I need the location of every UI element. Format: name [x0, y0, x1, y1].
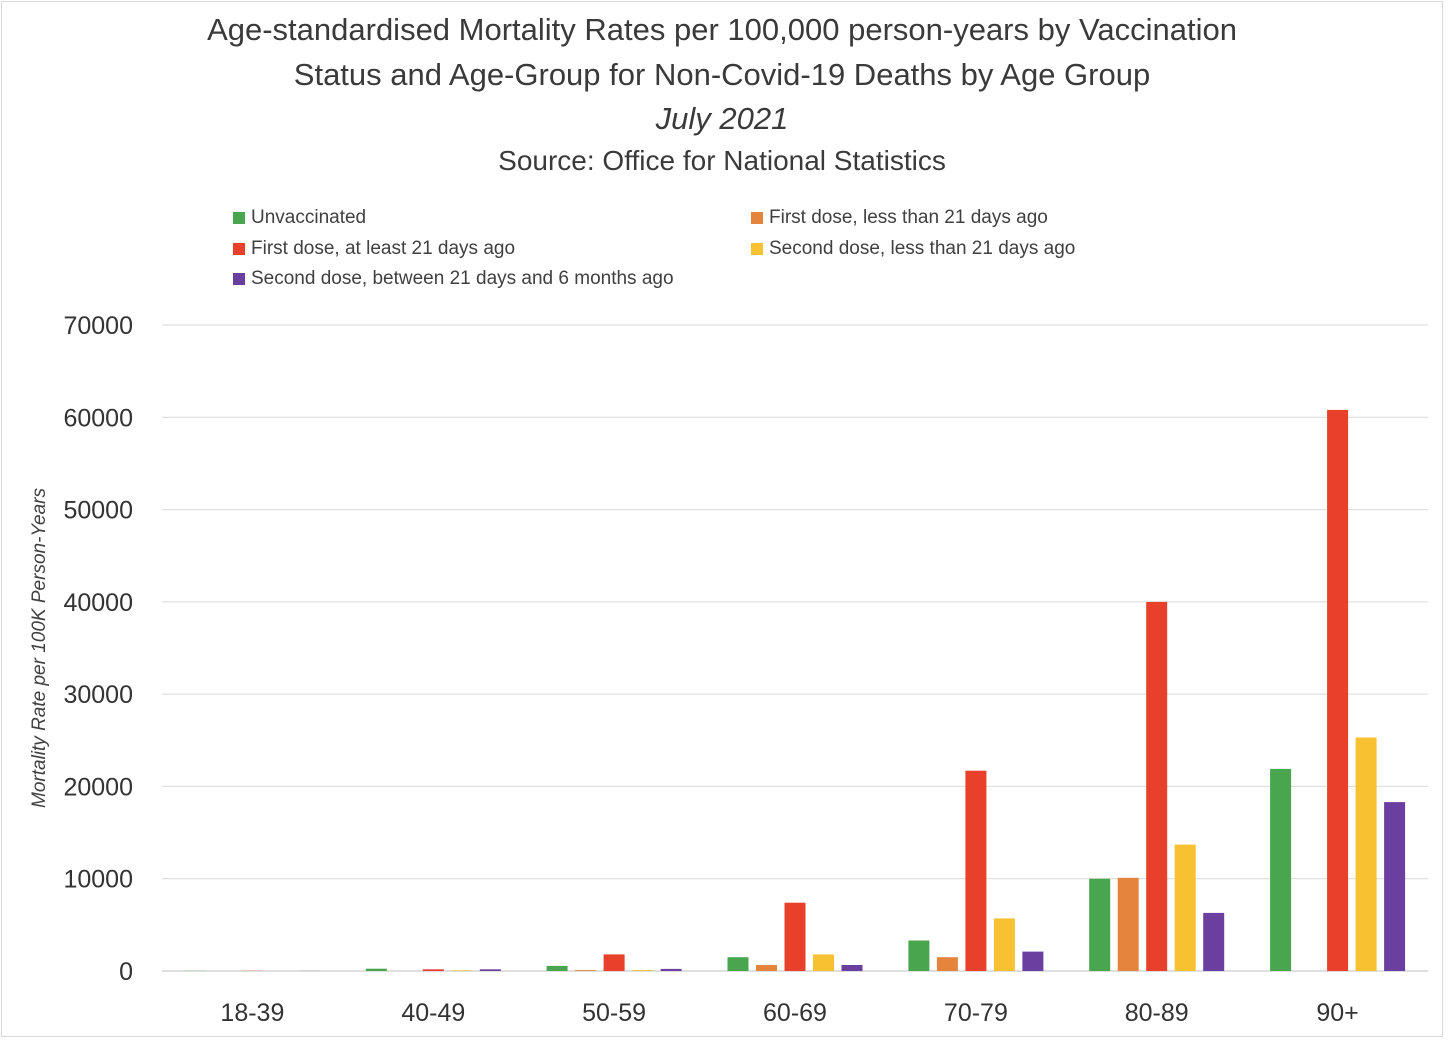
y-tick-label: 40000 — [63, 589, 133, 617]
legend-swatch — [233, 243, 245, 255]
legend-item-unvaccinated: Unvaccinated — [233, 207, 366, 229]
y-tick-label: 10000 — [63, 866, 133, 894]
x-tick-label: 40-49 — [401, 999, 465, 1027]
x-tick-label: 80-89 — [1125, 999, 1189, 1027]
bar — [575, 970, 597, 971]
bar — [422, 969, 444, 971]
legend-label: Second dose, less than 21 days ago — [769, 238, 1076, 259]
legend-item-first-dose-21-days: First dose, at least 21 days ago — [233, 238, 515, 260]
bar — [1355, 737, 1377, 971]
legend-swatch — [751, 212, 763, 224]
legend-label: First dose, at least 21 days ago — [251, 238, 516, 259]
bar — [603, 954, 625, 971]
bar — [1022, 951, 1044, 971]
bar — [1327, 409, 1349, 971]
bar — [965, 770, 987, 971]
legend-swatch — [233, 273, 245, 285]
bar — [1203, 912, 1225, 971]
legend-label: First dose, less than 21 days ago — [769, 207, 1048, 228]
bar — [813, 954, 834, 971]
chart-source: Source: Office for National Statistics — [498, 145, 946, 176]
bar — [365, 968, 387, 971]
legend-item-first-dose-recent: First dose, less than 21 days ago — [751, 207, 1048, 229]
x-axis-ticks: 18-39 40-49 50-59 60-69 70-79 80-89 90+ — [220, 999, 1358, 1027]
bar — [841, 965, 863, 971]
y-axis-label: Mortality Rate per 100K Person-Years — [29, 488, 50, 808]
bar — [993, 918, 1015, 971]
chart-subtitle: July 2021 — [655, 101, 789, 136]
x-tick-label: 50-59 — [582, 999, 646, 1027]
legend-item-second-dose-6-months: Second dose, between 21 days and 6 month… — [233, 268, 674, 290]
chart-frame — [1, 1, 1443, 1037]
bar — [632, 970, 654, 971]
bar — [936, 957, 958, 971]
y-tick-label: 0 — [119, 958, 133, 986]
bar — [784, 902, 806, 971]
x-tick-label: 60-69 — [763, 999, 827, 1027]
bar — [908, 940, 930, 971]
chart-title: Age-standardised Mortality Rates per 100… — [207, 12, 1237, 47]
bar — [756, 965, 777, 971]
x-tick-label: 90+ — [1316, 999, 1358, 1027]
y-axis-ticks: 0 10000 20000 30000 40000 50000 60000 70000 — [63, 312, 133, 986]
bar — [1270, 768, 1292, 971]
bar — [727, 957, 749, 971]
x-tick-label: 18-39 — [220, 999, 284, 1027]
bar — [451, 970, 473, 971]
gridlines — [162, 324, 1428, 972]
y-tick-label: 60000 — [63, 404, 133, 432]
x-tick-label: 70-79 — [944, 999, 1008, 1027]
chart-title-line2: Status and Age-Group for Non-Covid-19 De… — [293, 57, 1151, 92]
bar — [660, 968, 682, 971]
y-tick-label: 70000 — [63, 312, 133, 340]
bar — [1117, 877, 1139, 971]
bar — [1089, 878, 1111, 971]
legend-label: Unvaccinated — [251, 207, 367, 228]
bar — [479, 969, 501, 971]
bars — [184, 409, 1406, 971]
legend-swatch — [233, 212, 245, 224]
y-tick-label: 30000 — [63, 681, 133, 709]
bar — [546, 965, 568, 971]
bar — [1146, 601, 1168, 971]
legend-label: Second dose, between 21 days and 6 month… — [251, 268, 674, 289]
y-tick-label: 20000 — [63, 773, 133, 801]
bar — [1174, 844, 1196, 971]
bar — [1384, 802, 1406, 971]
legend-item-second-dose-recent: Second dose, less than 21 days ago — [751, 238, 1075, 260]
legend-swatch — [751, 243, 763, 255]
y-tick-label: 50000 — [63, 497, 133, 525]
